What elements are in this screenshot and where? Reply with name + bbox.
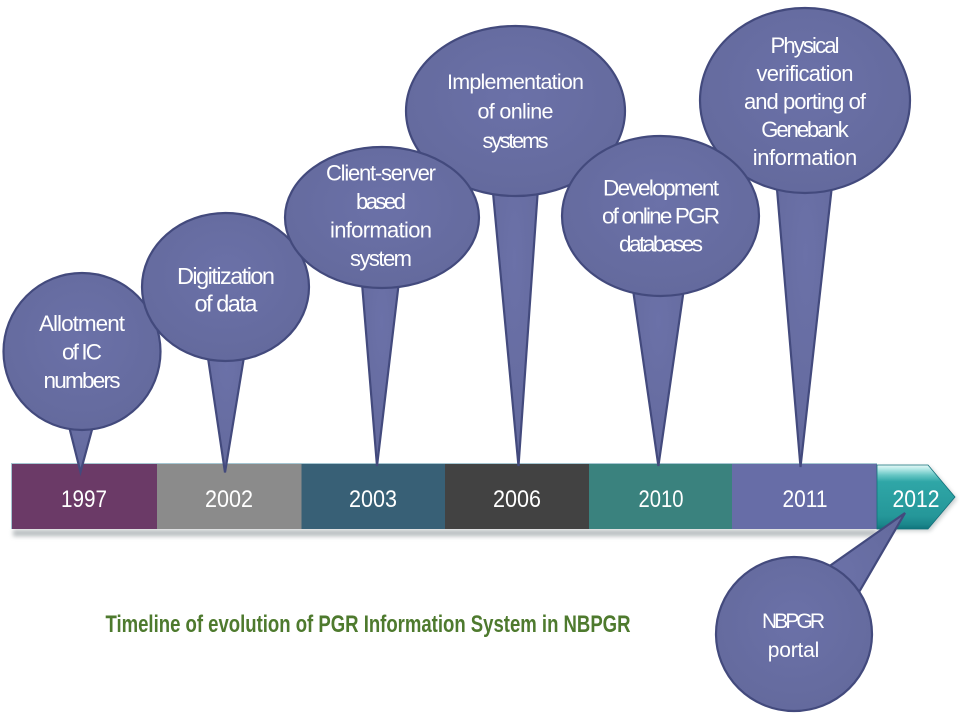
- svg-text:2010: 2010: [639, 486, 684, 513]
- svg-text:information: information: [753, 145, 858, 170]
- svg-text:databases: databases: [619, 232, 703, 257]
- svg-text:verification: verification: [757, 61, 854, 86]
- svg-text:Genebank: Genebank: [761, 117, 850, 142]
- svg-text:2011: 2011: [783, 486, 828, 513]
- svg-text:2002: 2002: [205, 486, 253, 513]
- svg-text:numbers: numbers: [44, 368, 121, 393]
- svg-text:based: based: [356, 189, 406, 214]
- svg-text:of online: of online: [478, 100, 554, 124]
- svg-text:and porting of: and porting of: [744, 89, 867, 114]
- svg-text:Physical: Physical: [771, 33, 840, 58]
- svg-text:Implementation: Implementation: [447, 70, 584, 94]
- svg-text:2006: 2006: [493, 486, 541, 513]
- svg-text:2012: 2012: [893, 486, 940, 513]
- svg-text:of data: of data: [195, 291, 259, 317]
- svg-text:Allotment: Allotment: [39, 311, 126, 336]
- svg-text:Digitization: Digitization: [177, 263, 275, 289]
- svg-text:of IC: of IC: [62, 340, 102, 365]
- svg-text:Timeline of evolution of PGR I: Timeline of evolution of PGR Information…: [106, 611, 631, 638]
- svg-text:systems: systems: [483, 129, 549, 153]
- svg-text:2003: 2003: [349, 486, 397, 513]
- svg-text:portal: portal: [768, 639, 820, 662]
- svg-text:information: information: [330, 218, 432, 243]
- svg-text:Client-server: Client-server: [326, 161, 436, 186]
- svg-text:NBPGR: NBPGR: [762, 610, 825, 633]
- svg-text:system: system: [350, 246, 412, 271]
- svg-text:1997: 1997: [61, 486, 107, 513]
- svg-text:of online PGR: of online PGR: [602, 204, 720, 229]
- svg-text:Development: Development: [603, 176, 720, 201]
